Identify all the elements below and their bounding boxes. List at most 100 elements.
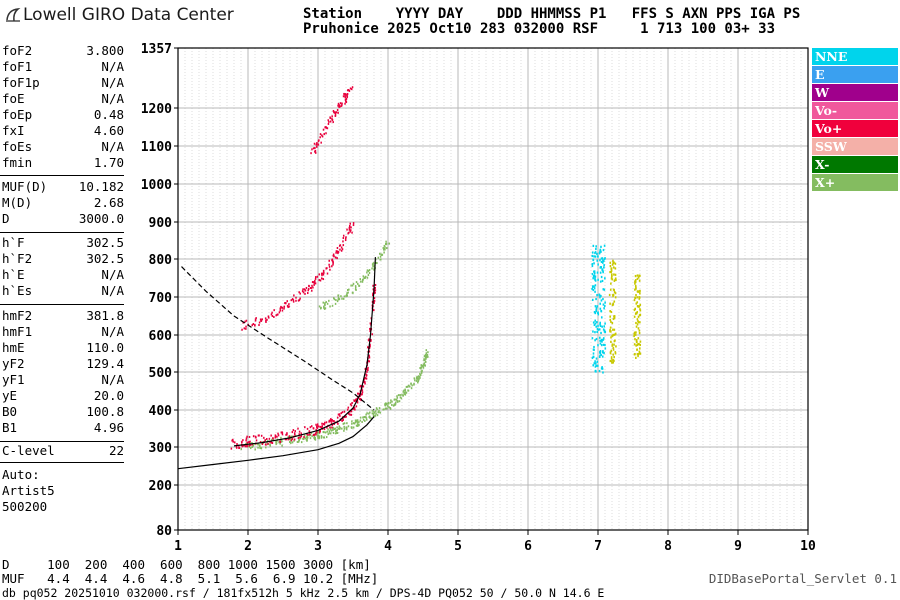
- echo-point: [596, 321, 598, 324]
- echo-point: [352, 224, 355, 227]
- echo-point: [602, 343, 605, 346]
- legend-item-vo-: Vo+: [812, 120, 898, 137]
- echo-point: [280, 431, 283, 434]
- echo-point: [354, 285, 357, 288]
- echo-point: [373, 297, 376, 300]
- echo-point: [337, 111, 339, 114]
- echo-point: [285, 433, 287, 436]
- echo-point: [352, 222, 355, 225]
- echo-point: [362, 416, 364, 419]
- echo-point: [265, 443, 267, 446]
- echo-point: [311, 435, 313, 438]
- echo-point: [301, 290, 304, 293]
- echo-point: [354, 286, 357, 289]
- echo-point: [340, 412, 343, 415]
- param-value: 22: [108, 443, 124, 458]
- param-value: 3000.0: [78, 211, 124, 226]
- echo-point: [317, 436, 319, 439]
- echo-point: [637, 337, 640, 340]
- param-name: hmF1: [2, 324, 33, 339]
- echo-point: [366, 271, 368, 274]
- echo-point: [602, 269, 604, 272]
- echo-point: [384, 247, 386, 250]
- echo-point: [368, 360, 371, 363]
- echo-point: [319, 133, 322, 136]
- echo-point: [321, 135, 324, 138]
- echo-point: [277, 434, 280, 437]
- echo-point: [245, 319, 248, 322]
- echo-point: [266, 437, 268, 440]
- fitted-o-trace: [233, 257, 376, 447]
- echo-point: [599, 266, 602, 269]
- echo-point: [260, 434, 263, 437]
- echo-point: [386, 247, 388, 250]
- echo-point: [267, 442, 269, 445]
- echo-point: [324, 302, 326, 305]
- echo-point: [339, 248, 341, 251]
- echo-point: [368, 271, 371, 274]
- echo-point: [638, 297, 641, 300]
- echo-point: [350, 226, 352, 229]
- echo-point: [600, 257, 603, 260]
- echo-point: [637, 276, 640, 279]
- echo-point: [372, 413, 375, 416]
- echo-point: [599, 296, 601, 299]
- echo-point: [348, 224, 351, 227]
- echo-point: [597, 364, 599, 367]
- echo-point: [291, 435, 293, 438]
- echo-point: [379, 255, 382, 258]
- echo-point: [323, 307, 326, 310]
- echo-point: [271, 311, 273, 314]
- echo-point: [383, 408, 385, 411]
- echo-point: [307, 292, 309, 295]
- echo-point: [612, 266, 615, 269]
- param-row-h-es: h`Es N/A: [2, 283, 124, 299]
- echo-point: [331, 265, 333, 268]
- echo-point: [325, 436, 328, 439]
- echo-point: [320, 435, 323, 438]
- echo-point: [251, 324, 254, 327]
- legend-item-e: E: [812, 66, 898, 83]
- echo-point: [638, 305, 640, 308]
- echo-point: [316, 434, 319, 437]
- echo-point: [591, 254, 594, 258]
- echo-point: [259, 441, 262, 444]
- param-name: yE: [2, 388, 18, 403]
- echo-point: [594, 331, 596, 334]
- echo-point: [592, 355, 595, 359]
- echo-point: [246, 435, 248, 438]
- echo-point: [612, 353, 615, 356]
- echo-point: [600, 294, 602, 298]
- echo-point: [319, 430, 321, 433]
- echo-point: [600, 275, 603, 279]
- echo-point: [341, 411, 344, 414]
- echo-point: [633, 298, 636, 302]
- echo-point: [371, 267, 373, 270]
- echo-point: [245, 439, 247, 442]
- x-tick-label: 1: [174, 539, 182, 554]
- echo-point: [613, 359, 615, 362]
- echo-point: [311, 148, 313, 151]
- echo-point: [316, 142, 318, 145]
- echo-point: [599, 271, 602, 274]
- echo-point: [424, 364, 426, 367]
- echo-point: [329, 268, 331, 271]
- param-value: 302.5: [86, 251, 124, 266]
- echo-point: [286, 300, 289, 303]
- echo-point: [320, 426, 323, 429]
- echo-point: [337, 250, 340, 253]
- echo-point: [592, 288, 595, 292]
- param-row-foes: foEs N/A: [2, 139, 124, 155]
- param-row-b0: B0 100.8: [2, 404, 124, 420]
- echo-point: [599, 259, 601, 262]
- echo-point: [343, 92, 345, 95]
- echo-point: [357, 392, 359, 395]
- echo-point: [407, 389, 410, 392]
- echo-point: [594, 255, 597, 258]
- echo-point: [251, 442, 253, 445]
- param-row-yf1: yF1 N/A: [2, 372, 124, 388]
- param-name: MUF(D): [2, 179, 48, 194]
- echo-point: [609, 315, 611, 318]
- echo-point: [248, 435, 251, 438]
- muf-row: MUF 4.4 4.4 4.6 4.8 5.1 5.6 6.9 10.2 [MH…: [2, 571, 379, 586]
